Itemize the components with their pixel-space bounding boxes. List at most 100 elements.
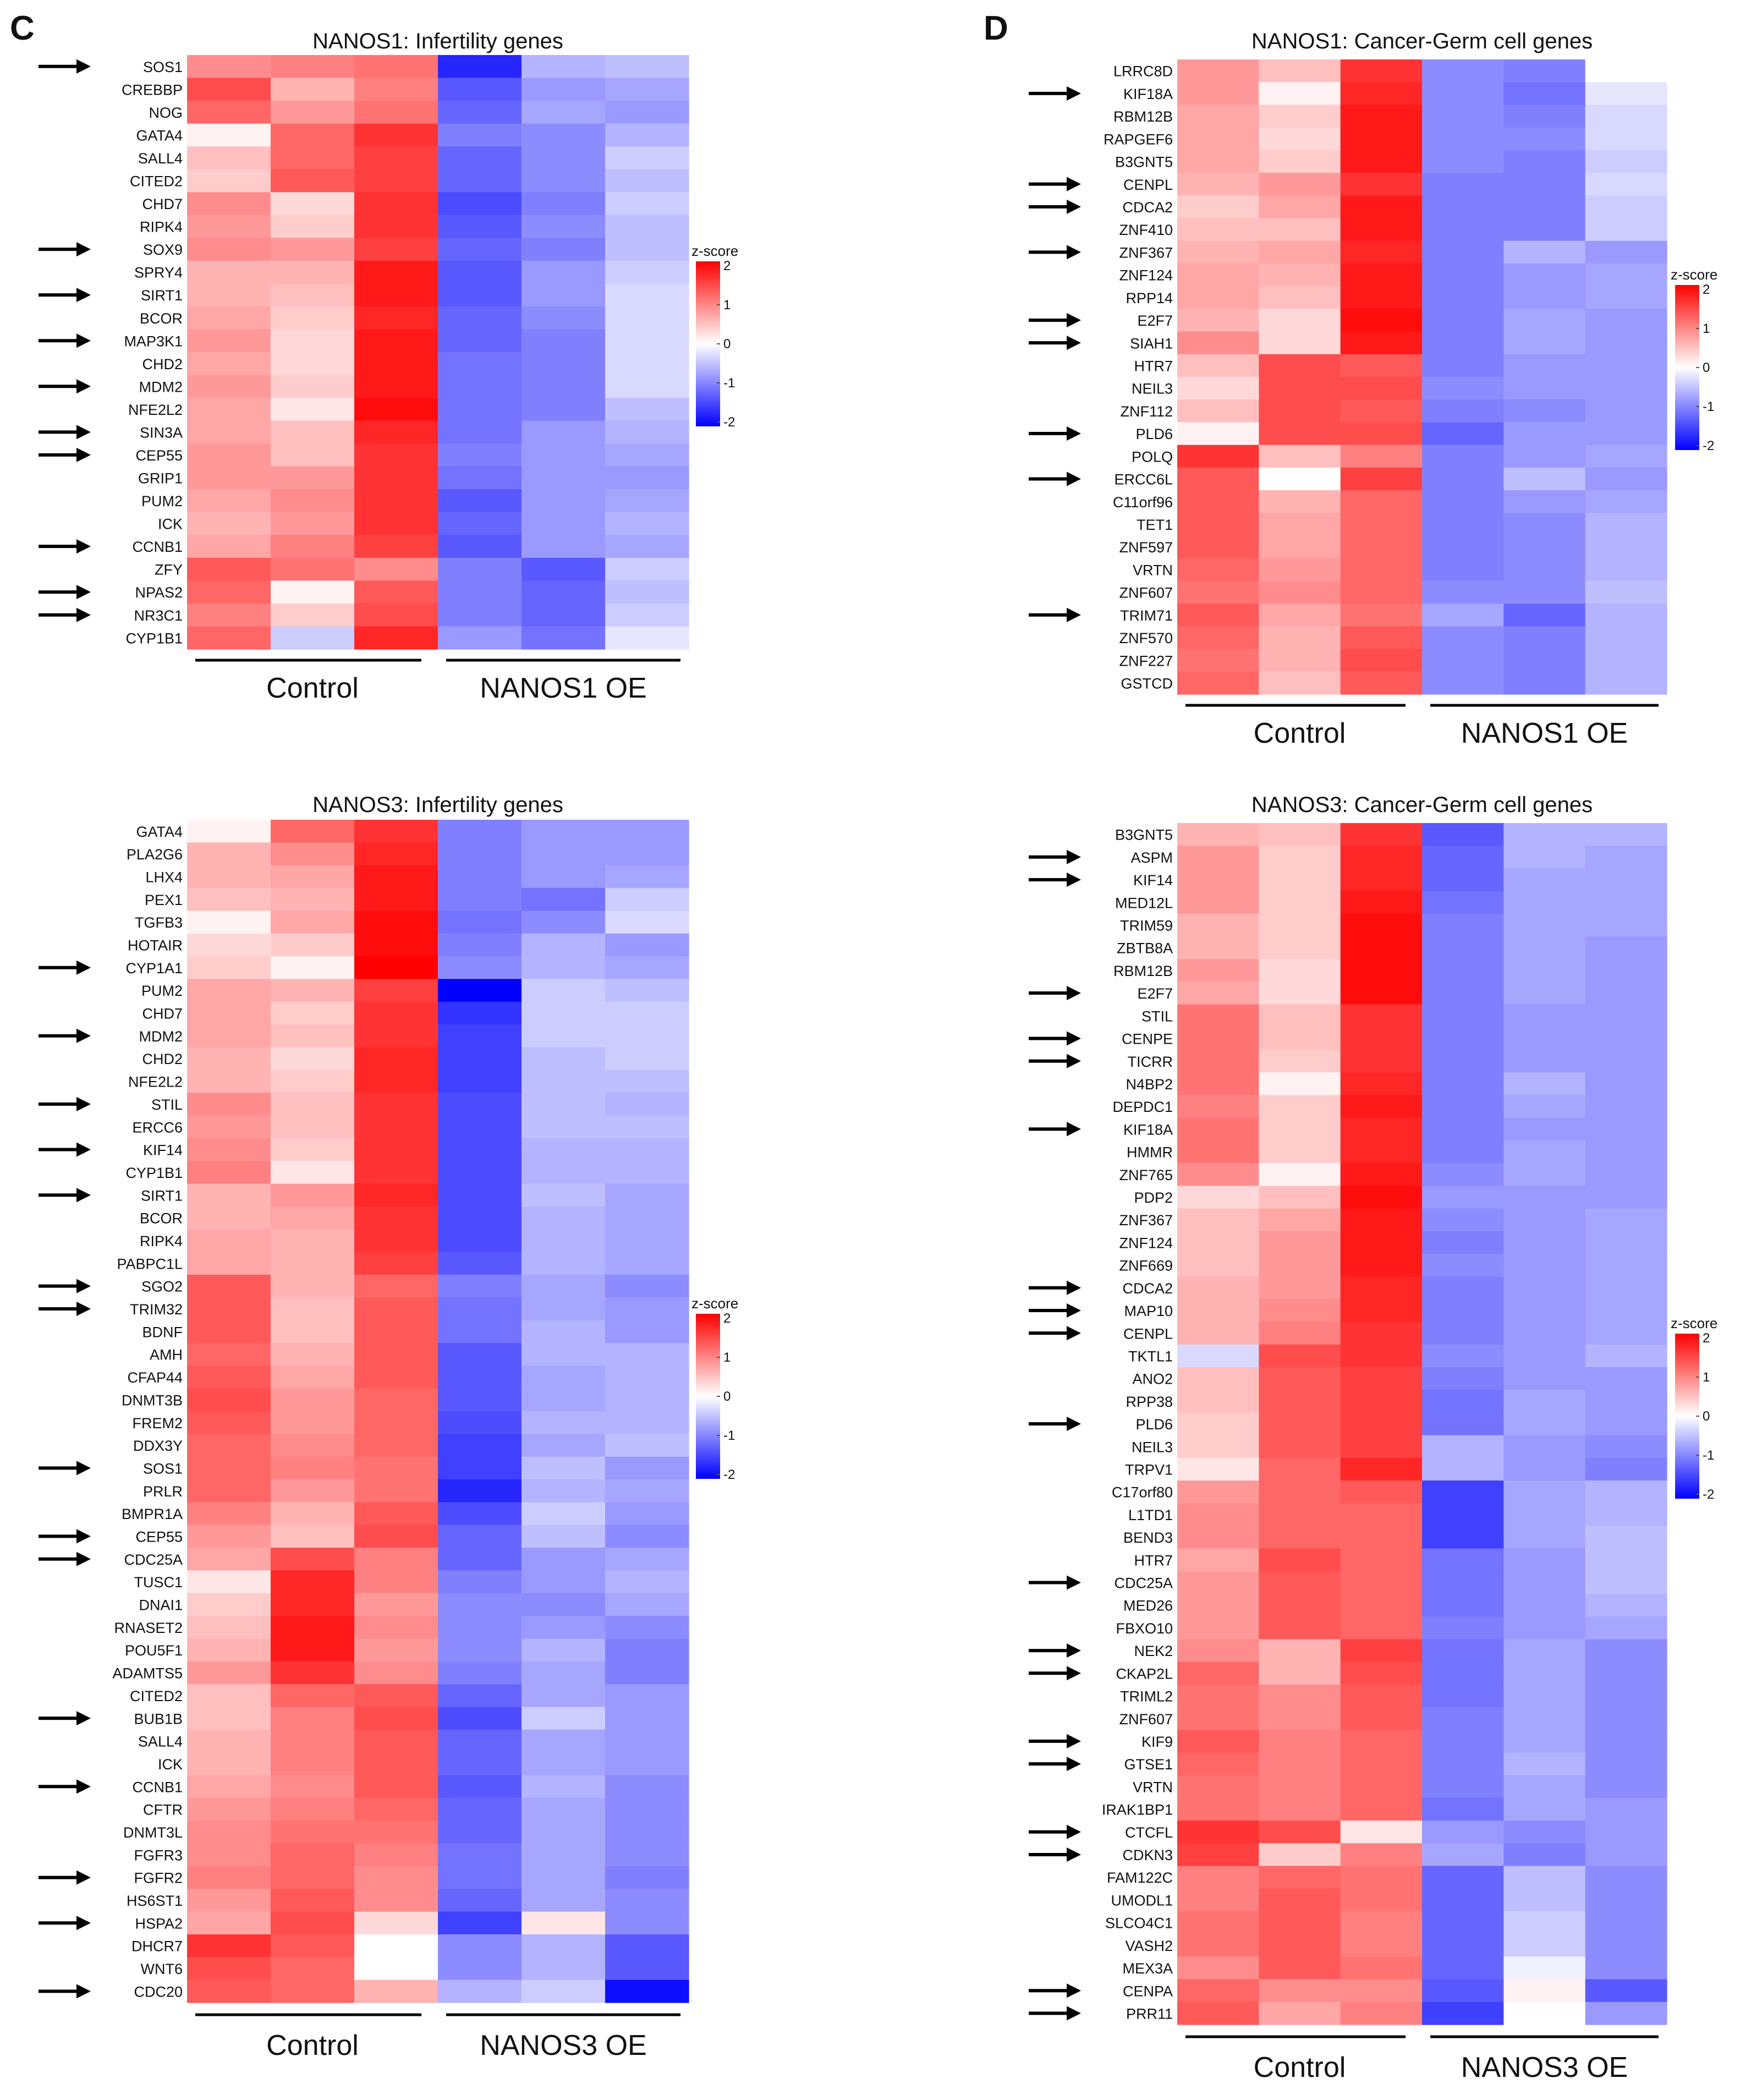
gene-label: SALL4 [138, 1734, 183, 1750]
heatmap-cell [1422, 959, 1504, 983]
heatmap-cell [605, 1934, 689, 1958]
heatmap-cell [522, 1593, 606, 1616]
heatmap-cell [1422, 936, 1504, 959]
heatmap-cell [271, 1342, 355, 1366]
heatmap-cell [522, 933, 606, 957]
heatmap-cell [522, 1980, 606, 2003]
heatmap-cell [187, 1957, 271, 1981]
heatmap-cell [1340, 1684, 1423, 1708]
heatmap-cell [187, 1797, 271, 1821]
heatmap-cell [271, 1274, 355, 1298]
heatmap-cell [1422, 913, 1504, 937]
heatmap-cell [271, 146, 355, 170]
heatmap-cell [522, 1729, 606, 1753]
heatmap-cell [1177, 1095, 1259, 1118]
heatmap-cell [1259, 105, 1341, 128]
heatmap-cell [1585, 1027, 1667, 1050]
heatmap-cell [1422, 1435, 1504, 1459]
arrow-head-icon [1067, 1643, 1081, 1658]
heatmap-cell [1259, 1775, 1341, 1799]
heatmap-cell [354, 1866, 438, 1889]
heatmap-cell [187, 1161, 271, 1185]
heatmap-cell [605, 101, 689, 124]
heatmap-cell [1422, 1684, 1504, 1708]
gene-label: CENPL [1123, 177, 1173, 193]
group-label-oe: NANOS1 OE [480, 672, 646, 704]
heatmap-cell [1422, 1866, 1504, 1889]
heatmap-cell [1340, 1821, 1423, 1844]
gene-label: RPP14 [1126, 290, 1173, 306]
heatmap-cell [1422, 240, 1504, 264]
gene-label: RPP38 [1126, 1394, 1173, 1410]
heatmap-cell [1503, 377, 1586, 400]
gene-label: ZNF227 [1119, 653, 1173, 669]
arrow-head-icon [1067, 1575, 1081, 1590]
heatmap-cell [1259, 218, 1341, 242]
legend-colorbar [1675, 1334, 1699, 1499]
heatmap-cell [1503, 354, 1586, 377]
heatmap-cell [438, 146, 522, 170]
heatmap-cell [605, 1161, 689, 1185]
heatmap-cell [1422, 1548, 1504, 1572]
gene-label: GATA4 [136, 824, 183, 840]
heatmap-cell [1585, 286, 1667, 309]
heatmap-cell [522, 1502, 606, 1526]
heatmap-cell [1585, 1888, 1667, 1912]
heatmap-cell [1503, 1707, 1586, 1730]
gene-label: CYP1A1 [125, 960, 183, 977]
heatmap-cell [522, 1047, 606, 1071]
heatmap-cell [1585, 218, 1667, 242]
heatmap-cell [1259, 1866, 1341, 1889]
heatmap-cell [522, 1616, 606, 1640]
heatmap-cell [438, 1388, 522, 1412]
heatmap-cell [1585, 1956, 1667, 1980]
heatmap-cell [1503, 445, 1586, 468]
heatmap-cell [354, 1274, 438, 1298]
heatmap-cell [271, 1684, 355, 1708]
gene-label: STIL [1141, 1008, 1173, 1024]
heatmap-cell [1503, 1662, 1586, 1685]
gene-label: BUB1B [134, 1710, 183, 1727]
arrow-head-icon [76, 59, 91, 74]
heatmap-cell [438, 1616, 522, 1640]
heatmap-cell [354, 603, 438, 627]
heatmap-cell [1422, 1095, 1504, 1118]
heatmap-cell [1177, 1435, 1259, 1459]
gene-label: GATA4 [136, 127, 183, 144]
heatmap-cell [1259, 445, 1341, 468]
gene-label: RNASET2 [114, 1620, 183, 1636]
heatmap-cell [1259, 1730, 1341, 1753]
heatmap-cell [187, 1388, 271, 1412]
gene-label: DNMT3L [123, 1824, 183, 1841]
heatmap-cell [1503, 1072, 1586, 1096]
heatmap-cell [1422, 982, 1504, 1005]
heatmap-cell [1177, 1276, 1259, 1300]
gene-label: VRTN [1133, 562, 1173, 578]
gene-label: SIRT1 [141, 287, 183, 304]
heatmap-cell [187, 192, 271, 216]
heatmap-cell [1422, 150, 1504, 173]
heatmap-cell [1585, 59, 1667, 83]
arrow-head-icon [1067, 336, 1081, 350]
heatmap-cell [1585, 1730, 1667, 1753]
heatmap-cell [1422, 1322, 1504, 1345]
heatmap-cell [438, 1934, 522, 1958]
heatmap-cell [354, 146, 438, 170]
heatmap-cell [1340, 936, 1423, 959]
heatmap-cell [438, 1001, 522, 1025]
heatmap-cell [271, 1456, 355, 1480]
heatmap-cell [605, 1638, 689, 1662]
arrow-head-icon [76, 1984, 91, 1999]
heatmap-cell [1340, 127, 1423, 151]
gene-label: NEIL3 [1132, 1439, 1173, 1455]
heatmap-cell [1340, 1435, 1423, 1459]
heatmap-cell [271, 626, 355, 650]
gene-label: LHX4 [145, 869, 183, 885]
gene-label: HTR7 [1134, 1552, 1173, 1569]
heatmap-cell [605, 888, 689, 911]
legend-tick-label: 1 [723, 1350, 731, 1365]
heatmap-cell [1259, 959, 1341, 983]
legend-tick-label: -1 [1703, 1448, 1714, 1463]
heatmap-cell [1503, 1208, 1586, 1232]
heatmap-cell [605, 1138, 689, 1161]
